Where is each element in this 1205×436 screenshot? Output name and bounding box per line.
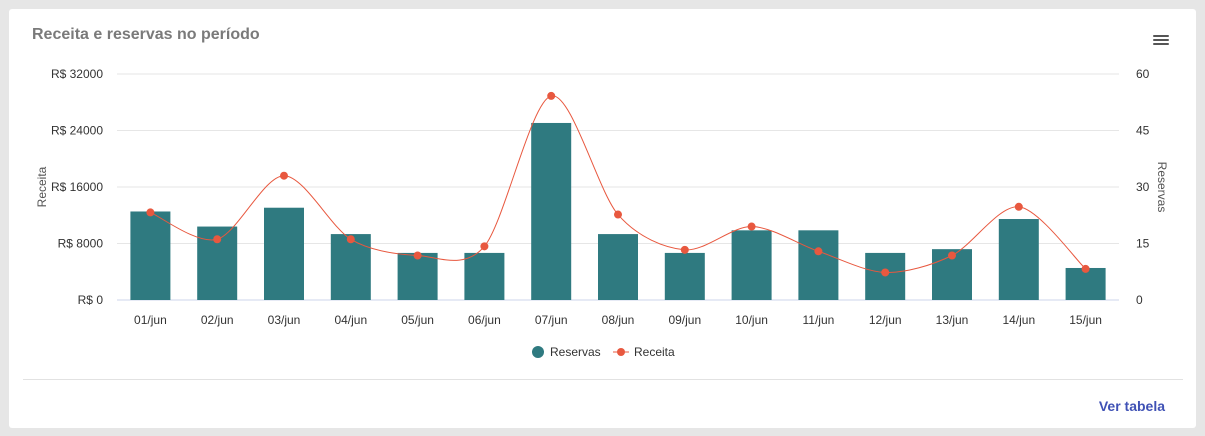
x-tick-label: 05/jun	[401, 313, 434, 327]
legend-receita-label: Receita	[634, 345, 675, 359]
x-tick-label: 07/jun	[535, 313, 568, 327]
x-tick-label: 11/jun	[802, 313, 834, 327]
point-receita	[1014, 202, 1023, 211]
bar-reservas	[731, 230, 772, 300]
divider	[23, 379, 1183, 380]
point-receita	[547, 91, 556, 100]
x-tick-label: 10/jun	[735, 313, 768, 327]
y-left-tick-label: R$ 8000	[58, 237, 104, 251]
point-receita	[146, 208, 155, 217]
bar-reservas	[330, 234, 371, 300]
x-tick-label: 06/jun	[468, 313, 501, 327]
legend-receita-marker	[617, 348, 625, 356]
point-receita	[814, 247, 823, 256]
point-receita	[480, 242, 489, 251]
point-receita	[346, 235, 355, 244]
x-tick-label: 01/jun	[134, 313, 167, 327]
hamburger-menu-icon[interactable]	[1153, 35, 1169, 49]
point-receita	[1081, 264, 1090, 273]
y-left-tick-label: R$ 32000	[51, 67, 103, 81]
point-receita	[680, 245, 689, 254]
y-right-tick-label: 45	[1136, 124, 1150, 138]
legend-reservas-marker	[532, 346, 544, 358]
bar-reservas	[664, 252, 705, 300]
y-left-axis-title: Receita	[35, 166, 49, 207]
y-left-tick-label: R$ 0	[78, 293, 104, 307]
bar-reservas	[798, 230, 839, 300]
chart-title: Receita e reservas no período	[32, 26, 260, 43]
bar-reservas	[264, 207, 304, 300]
point-receita	[747, 222, 756, 231]
point-receita	[881, 268, 890, 277]
bar-reservas	[397, 252, 438, 300]
y-right-axis-title: Reservas	[1155, 162, 1169, 213]
point-receita	[213, 235, 222, 244]
x-tick-label: 04/jun	[334, 313, 367, 327]
x-tick-label: 15/jun	[1069, 313, 1102, 327]
bar-reservas	[464, 252, 505, 300]
y-right-tick-label: 30	[1136, 180, 1150, 194]
x-tick-label: 12/jun	[869, 313, 902, 327]
y-left-tick-label: R$ 24000	[51, 124, 103, 138]
y-left-tick-label: R$ 16000	[51, 180, 103, 194]
point-receita	[413, 251, 422, 260]
x-tick-label: 03/jun	[268, 313, 301, 327]
line-receita	[150, 95, 1086, 273]
x-tick-label: 09/jun	[668, 313, 701, 327]
y-right-tick-label: 0	[1136, 293, 1143, 307]
bar-reservas	[998, 219, 1039, 300]
x-tick-label: 08/jun	[602, 313, 635, 327]
point-receita	[614, 210, 622, 219]
y-right-tick-label: 60	[1136, 67, 1150, 81]
bar-reservas	[130, 211, 171, 300]
point-receita	[280, 171, 288, 180]
x-tick-label: 14/jun	[1002, 313, 1035, 327]
point-receita	[948, 251, 956, 260]
y-right-tick-label: 15	[1136, 237, 1150, 251]
chart-card: Receita e reservas no período Ver tabela	[9, 9, 1196, 428]
view-table-link[interactable]: Ver tabela	[1098, 398, 1165, 414]
bar-reservas	[531, 122, 572, 300]
legend-reservas-label: Reservas	[550, 345, 601, 359]
x-tick-label: 13/jun	[936, 313, 969, 327]
x-tick-label: 02/jun	[201, 313, 234, 327]
bar-reservas	[865, 252, 906, 300]
bar-reservas	[1065, 267, 1106, 300]
bar-reservas	[598, 234, 638, 300]
